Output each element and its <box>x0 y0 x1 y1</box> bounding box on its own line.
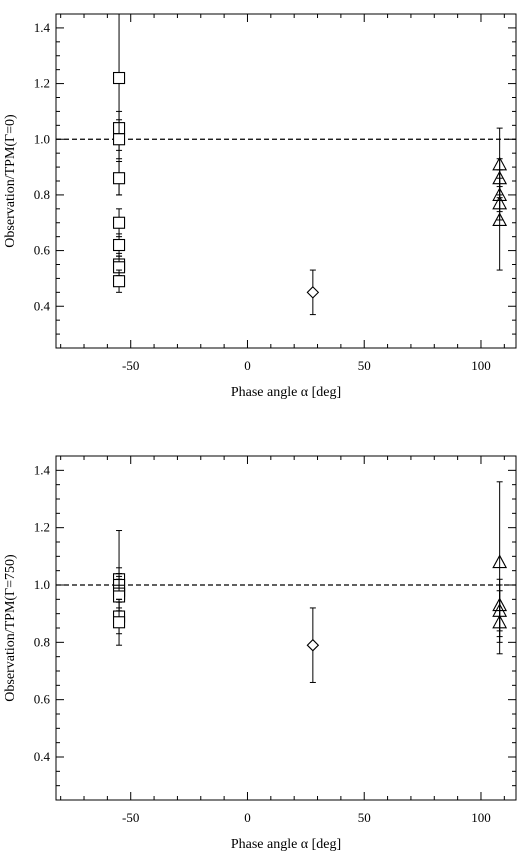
x-tick-label: 0 <box>244 810 251 825</box>
y-tick-label: 1.0 <box>34 131 50 146</box>
y-tick-label: 0.8 <box>34 187 50 202</box>
x-tick-label: -50 <box>122 358 139 373</box>
triangle-marker <box>492 212 508 227</box>
y-tick-label: 0.6 <box>34 243 51 258</box>
y-tick-label: 1.2 <box>34 520 50 535</box>
y-tick-label: 0.4 <box>34 749 51 764</box>
square-marker <box>112 133 126 146</box>
y-axis-label: Observation/TPM(Γ=750) <box>3 554 18 702</box>
y-tick-label: 0.8 <box>34 634 50 649</box>
y-axis-label: Observation/TPM(Γ=0) <box>3 114 18 248</box>
diamond-marker <box>306 638 320 652</box>
triangle-marker <box>492 554 508 569</box>
x-tick-label: 50 <box>358 810 371 825</box>
y-tick-label: 1.4 <box>34 20 51 35</box>
x-axis-label: Phase angle α [deg] <box>231 385 341 400</box>
x-tick-label: -50 <box>122 810 139 825</box>
square-marker <box>112 172 126 185</box>
y-tick-label: 1.4 <box>34 462 51 477</box>
x-tick-label: 100 <box>471 358 491 373</box>
square-marker <box>112 616 126 629</box>
y-tick-label: 0.6 <box>34 692 51 707</box>
chart-panel-2: -50 0 50 100 0.4 0.6 0.8 1.0 1.2 1.4 Phase angle α… <box>3 455 517 852</box>
y-tick-label: 0.4 <box>34 298 51 313</box>
x-tick-label: 100 <box>471 810 491 825</box>
square-marker <box>112 275 126 288</box>
diamond-marker <box>306 286 320 299</box>
chart-panel-1: -50 0 50 100 0.4 0.6 0.8 1.0 1.2 1.4 Phase angle α… <box>3 13 517 400</box>
square-marker <box>112 216 126 229</box>
triangle-marker <box>492 614 508 629</box>
x-tick-label: 0 <box>244 358 251 373</box>
y-tick-label: 1.0 <box>34 577 50 592</box>
square-marker <box>112 71 126 85</box>
x-axis-label: Phase angle α [deg] <box>231 837 341 852</box>
square-marker <box>112 238 126 252</box>
x-tick-label: 50 <box>358 358 371 373</box>
y-tick-label: 1.2 <box>34 76 50 91</box>
